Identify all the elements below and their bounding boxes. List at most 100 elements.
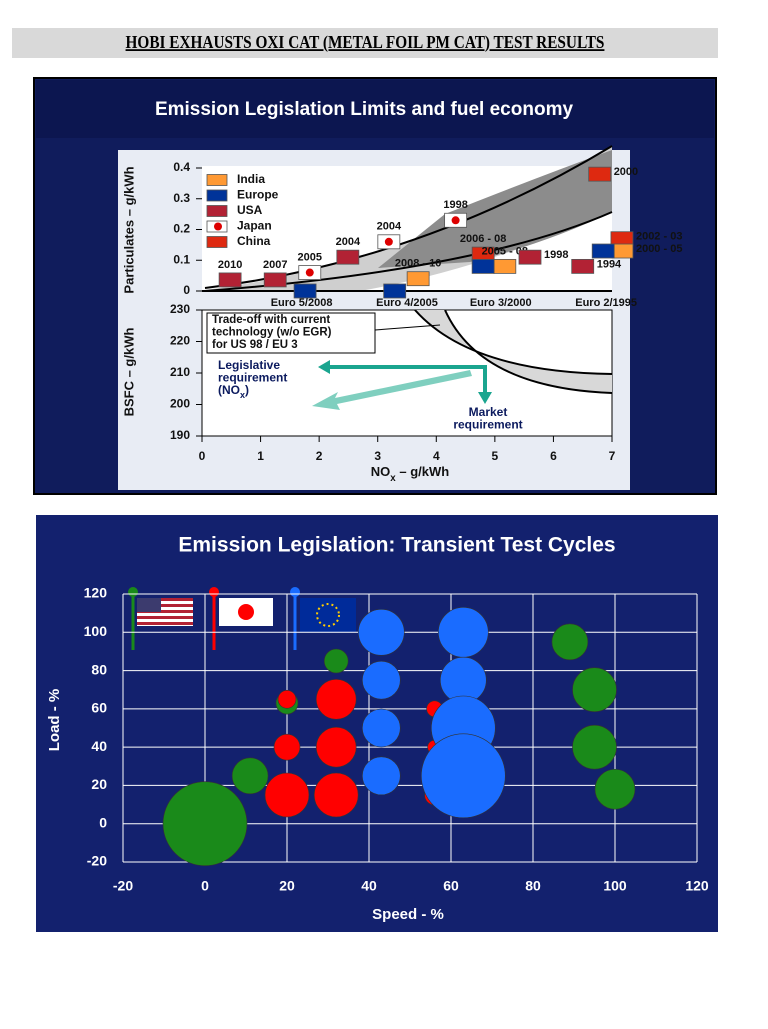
point-label: 1998 — [544, 249, 568, 261]
x-axis-label: NOx – g/kWh — [371, 464, 449, 484]
x-tick-label: 7 — [609, 449, 616, 463]
text-part: NO — [371, 464, 391, 479]
arrow — [318, 360, 492, 404]
y-tick-label: 100 — [84, 623, 108, 639]
point-flag — [336, 249, 360, 265]
annotation: for US 98 / EU 3 — [212, 339, 298, 351]
y-tick-label: 0 — [183, 283, 190, 297]
bubble — [572, 724, 617, 770]
x-tick-label: -20 — [113, 878, 133, 894]
point-label: 2005 - 08 — [482, 245, 528, 257]
point-label: 2000 — [614, 166, 638, 178]
point-flag — [518, 249, 542, 265]
x-tick-label: 60 — [443, 878, 459, 894]
bubble — [273, 733, 301, 761]
annotation: Legislative — [218, 358, 280, 372]
y-tick-label: 80 — [91, 661, 107, 677]
bubble — [361, 660, 401, 700]
pointer — [374, 324, 441, 331]
flags — [128, 587, 356, 650]
x-tick-label: 2 — [316, 449, 323, 463]
y-axis-label: BSFC – g/kWh — [121, 328, 136, 417]
y-tick-label: 190 — [170, 428, 190, 442]
legend-label: Japan — [237, 219, 272, 233]
y-tick-label: 0.4 — [173, 160, 190, 174]
y-tick-label: 20 — [91, 776, 107, 792]
legend-label: China — [237, 234, 271, 248]
bubble — [361, 708, 401, 748]
y-tick-label: 200 — [170, 397, 190, 411]
bubble — [315, 726, 357, 768]
point-flag — [591, 243, 615, 259]
x-tick-label: 6 — [550, 449, 557, 463]
bubble — [313, 772, 359, 818]
text-sub: x — [240, 390, 245, 400]
legend-flag — [206, 205, 228, 217]
y-tick-label: -20 — [87, 853, 107, 869]
flag-dot — [451, 216, 460, 225]
slide-title: Emission Legislation: Transient Test Cyc… — [178, 534, 615, 557]
point-label: 2002 - 03 — [636, 231, 682, 243]
legend-label: India — [237, 172, 265, 186]
point-flag — [588, 166, 612, 182]
bubble — [315, 678, 357, 720]
x-tick-label: 20 — [279, 878, 295, 894]
bubble — [264, 772, 310, 818]
curve — [204, 145, 613, 289]
legend-flag — [206, 174, 228, 186]
x-tick-label: 0 — [201, 878, 209, 894]
euro-label: Euro 3/2000 — [470, 297, 532, 309]
x-tick-label: 40 — [361, 878, 377, 894]
point-label: 2004 — [336, 236, 361, 248]
point-label: 1998 — [443, 199, 467, 211]
point-label: 2006 - 08 — [460, 233, 506, 245]
bubble — [437, 606, 489, 658]
y-axis-label: Load - % — [46, 689, 63, 752]
bubble — [357, 608, 405, 656]
text-part: – g/kWh — [396, 464, 450, 479]
annotation: (NOx) — [218, 383, 249, 400]
x-tick-label: 0 — [199, 449, 206, 463]
euro-label: Euro 5/2008 — [271, 297, 333, 309]
x-tick-label: 1 — [257, 449, 264, 463]
bubble — [594, 768, 636, 810]
x-axis-label: Speed - % — [372, 906, 444, 923]
y-tick-label: 0.1 — [173, 252, 190, 266]
x-tick-label: 120 — [685, 878, 709, 894]
bubble — [361, 756, 401, 796]
y-tick-label: 40 — [91, 738, 107, 754]
bubble — [420, 733, 506, 819]
bubble — [323, 648, 349, 674]
bubble — [277, 689, 297, 709]
annotation: Market — [469, 405, 508, 419]
annotation-box — [206, 312, 376, 354]
point-label: 2007 — [263, 259, 287, 271]
point-label: 2004 — [377, 221, 402, 233]
header-title: HOBI EXHAUSTS OXI CAT (METAL FOIL PM CAT… — [126, 32, 605, 52]
point-label: 2005 — [298, 251, 322, 263]
slide-title-band — [36, 80, 714, 138]
point-label: 2010 — [218, 259, 242, 271]
point-flag — [471, 258, 495, 274]
arrow — [312, 370, 472, 410]
bubble — [551, 623, 589, 661]
slide-title: Emission Legislation Limits and fuel eco… — [155, 99, 574, 120]
point-label: 2008 - 10 — [395, 258, 441, 270]
flag-dot — [384, 237, 393, 246]
curve — [414, 309, 613, 375]
text-part: (NO — [218, 383, 240, 397]
legend-label: USA — [237, 203, 263, 217]
point-flag — [263, 272, 287, 288]
annotation: technology (w/o EGR) — [212, 327, 332, 339]
text-part: ) — [245, 383, 249, 397]
y-tick-label: 210 — [170, 365, 190, 379]
point-flag — [493, 258, 517, 274]
flag-dot — [214, 222, 222, 231]
annotation: requirement — [453, 418, 522, 432]
y-tick-label: 0.2 — [173, 222, 190, 236]
legend-flag — [206, 189, 228, 202]
euro-label: Euro 4/2005 — [376, 297, 438, 309]
header-bar — [12, 28, 718, 58]
